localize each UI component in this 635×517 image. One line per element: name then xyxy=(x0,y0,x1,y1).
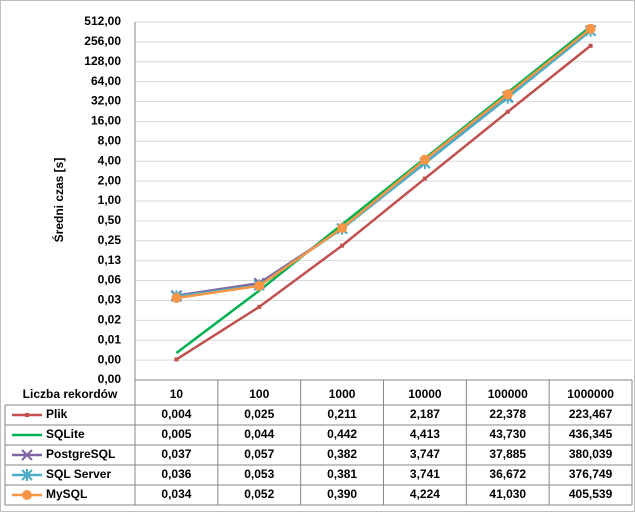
y-tick-label: 1,00 xyxy=(98,193,122,207)
table-cell: 0,044 xyxy=(244,427,274,441)
x-tick-label: 10000 xyxy=(408,387,442,401)
marker xyxy=(174,357,179,362)
y-tick-label: 8,00 xyxy=(98,134,122,148)
marker xyxy=(419,154,430,165)
marker xyxy=(588,43,593,48)
table-cell: 0,004 xyxy=(161,407,191,421)
table-cell: 3,741 xyxy=(410,467,440,481)
y-tick-label: 0,03 xyxy=(98,293,122,307)
y-tick-label: 0,02 xyxy=(98,313,122,327)
table-cell: 0,057 xyxy=(244,447,274,461)
marker xyxy=(340,243,345,248)
table-cell: 41,030 xyxy=(489,487,526,501)
table-cell: 380,039 xyxy=(569,447,613,461)
table-cell: 37,885 xyxy=(489,447,526,461)
table-cell: 4,413 xyxy=(410,427,440,441)
y-tick-label: 0,06 xyxy=(98,273,122,287)
table-cell: 0,442 xyxy=(327,427,357,441)
x-tick-label: 10 xyxy=(170,387,184,401)
table-cell: 0,037 xyxy=(161,447,191,461)
marker xyxy=(254,280,265,291)
marker xyxy=(422,176,427,181)
table-cell: 0,381 xyxy=(327,467,357,481)
y-tick-label: 4,00 xyxy=(98,153,122,167)
table-header: Liczba rekordów xyxy=(23,387,118,401)
x-tick-label: 1000 xyxy=(329,387,356,401)
table-cell: 405,539 xyxy=(569,487,613,501)
series-line xyxy=(176,27,592,300)
table-cell: 0,211 xyxy=(327,407,357,421)
table-cell: 22,378 xyxy=(489,407,526,421)
y-tick-label: 128,00 xyxy=(84,54,121,68)
marker xyxy=(21,469,33,481)
table-cell: 0,390 xyxy=(327,487,357,501)
table-cell: 36,672 xyxy=(489,467,526,481)
y-tick-label: 0,13 xyxy=(98,253,122,267)
y-tick-label: 256,00 xyxy=(84,34,121,48)
y-tick-label: 2,00 xyxy=(98,173,122,187)
table-cell: 0,034 xyxy=(161,487,191,501)
y-tick-label: 0,00 xyxy=(98,352,122,366)
table-cell: 0,382 xyxy=(327,447,357,461)
y-tick-label: 16,00 xyxy=(91,114,121,128)
legend-label: PostgreSQL xyxy=(46,447,115,461)
table-cell: 0,052 xyxy=(244,487,274,501)
x-tick-label: 1000000 xyxy=(567,387,614,401)
table-cell: 436,345 xyxy=(569,427,613,441)
y-tick-label: 0,01 xyxy=(98,332,122,346)
marker xyxy=(585,23,596,34)
legend-label: MySQL xyxy=(46,487,87,501)
y-tick-label: 0,00 xyxy=(98,372,122,386)
y-tick-label: 512,00 xyxy=(84,14,121,28)
table-cell: 0,036 xyxy=(161,467,191,481)
legend-label: Plik xyxy=(46,407,68,421)
marker xyxy=(21,449,33,461)
table-cell: 4,224 xyxy=(410,487,440,501)
marker xyxy=(257,304,262,309)
y-tick-label: 32,00 xyxy=(91,94,121,108)
table-cell: 2,187 xyxy=(410,407,440,421)
x-tick-label: 100 xyxy=(249,387,269,401)
table-cell: 223,467 xyxy=(569,407,613,421)
series-line xyxy=(175,25,592,355)
marker xyxy=(171,293,182,304)
table-cell: 0,053 xyxy=(244,467,274,481)
marker xyxy=(22,490,32,500)
series-line xyxy=(175,44,592,361)
table-cell: 376,749 xyxy=(569,467,613,481)
legend-label: SQL Server xyxy=(46,467,111,481)
marker xyxy=(337,223,348,234)
marker xyxy=(505,109,510,114)
x-tick-label: 100000 xyxy=(488,387,528,401)
y-tick-label: 0,25 xyxy=(98,233,122,247)
table-cell: 43,730 xyxy=(489,427,526,441)
y-tick-label: 64,00 xyxy=(91,74,121,88)
marker xyxy=(25,413,29,417)
table-cell: 0,005 xyxy=(161,427,191,441)
marker xyxy=(502,89,513,100)
table-cell: 3,747 xyxy=(410,447,440,461)
y-axis-title: Średni czas [s] xyxy=(51,158,66,243)
y-tick-label: 0,50 xyxy=(98,213,122,227)
table-cell: 0,025 xyxy=(244,407,274,421)
legend-label: SQLite xyxy=(46,427,85,441)
